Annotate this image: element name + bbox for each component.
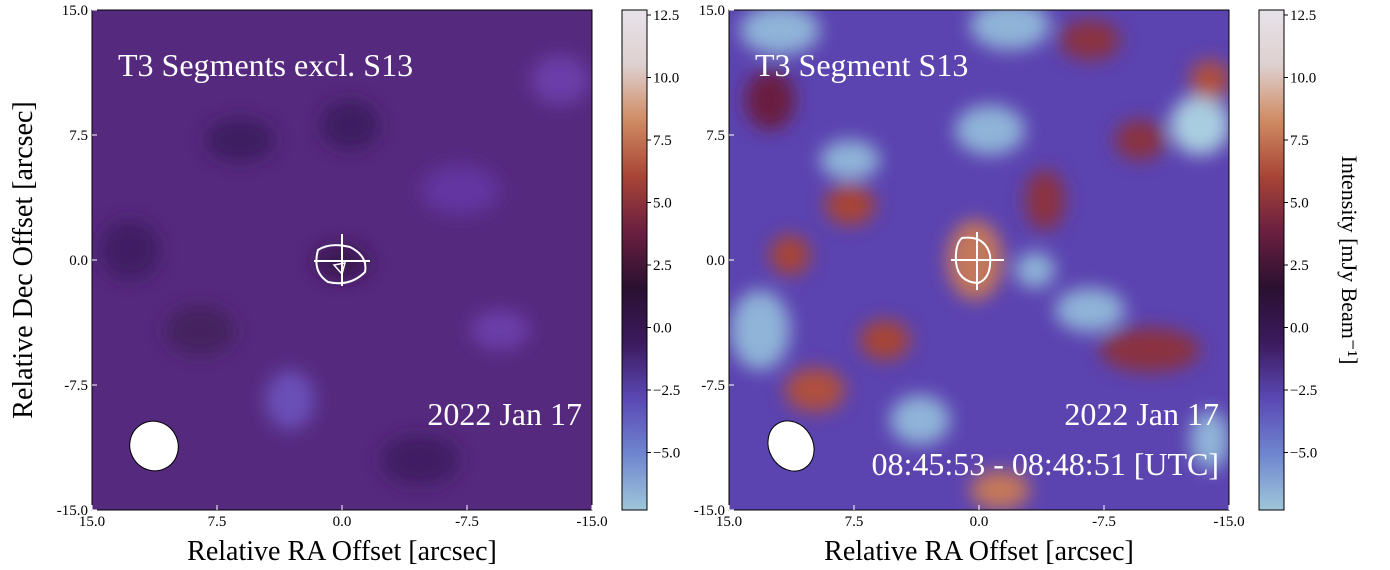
y-tick-label: 15.0: [699, 3, 725, 19]
colorbar-tick-label: 0.0: [1290, 321, 1309, 337]
colorbar-tick-label: 5.0: [1290, 196, 1309, 212]
panel-title: T3 Segments excl. S13: [118, 47, 413, 83]
y-tick-label: -15.0: [57, 503, 88, 519]
colorbar-tick-label: 7.5: [1290, 133, 1309, 149]
annotation: 2022 Jan 17: [1064, 396, 1219, 432]
y-tick-label: 7.5: [706, 128, 725, 144]
colorbar-tick-label: 0.0: [653, 321, 672, 337]
y-tick-label: 7.5: [69, 128, 88, 144]
y-tick-label: -7.5: [701, 378, 725, 394]
colorbar-tick-label: 2.5: [1290, 258, 1309, 274]
x-tick-label: 0.0: [970, 514, 989, 530]
colorbar-tick-label: −5.0: [653, 446, 680, 462]
colorbar-tick-label: 2.5: [653, 258, 672, 274]
x-tick-label: -15.0: [576, 514, 607, 530]
x-tick-label: -7.5: [455, 514, 479, 530]
beam: [767, 420, 815, 472]
source-marker: [314, 232, 1004, 290]
colorbar-tick-label: −2.5: [653, 383, 680, 399]
colorbar-label: Intensity [mJy Beam⁻¹]: [1337, 156, 1362, 365]
colorbar-tick-label: 5.0: [653, 196, 672, 212]
colorbar: [621, 9, 648, 511]
y-axis-label: Relative Dec Offset [arcsec]: [8, 101, 39, 418]
y-tick-label: -15.0: [694, 503, 725, 519]
colorbar-tick-label: 12.5: [1290, 8, 1316, 24]
x-tick-label: 15.0: [79, 514, 105, 530]
x-tick-label: 0.0: [333, 514, 352, 530]
colorbar-tick-label: 7.5: [653, 133, 672, 149]
x-axis-label: Relative RA Offset [arcsec]: [187, 536, 497, 567]
annotation: 08:45:53 - 08:48:51 [UTC]: [871, 446, 1219, 482]
y-tick-label: 15.0: [62, 3, 88, 19]
y-tick-label: -7.5: [64, 378, 88, 394]
colorbar-tick-label: 12.5: [653, 8, 679, 24]
colorbar-tick-label: −5.0: [1290, 446, 1317, 462]
colorbar-tick-label: −2.5: [1290, 383, 1317, 399]
y-tick-label: 0.0: [706, 253, 725, 269]
x-tick-label: 7.5: [845, 514, 864, 530]
x-axis-label: Relative RA Offset [arcsec]: [824, 536, 1134, 567]
colorbar: [1258, 9, 1285, 511]
x-tick-label: 15.0: [716, 514, 742, 530]
map-image: [92, 10, 592, 510]
colorbar-tick-label: 10.0: [653, 71, 679, 87]
beam: [129, 420, 179, 472]
x-tick-label: -15.0: [1213, 514, 1244, 530]
x-tick-label: -7.5: [1092, 514, 1116, 530]
panel-title: T3 Segment S13: [755, 47, 968, 83]
colorbar-tick-label: 10.0: [1290, 71, 1316, 87]
y-tick-label: 0.0: [69, 253, 88, 269]
annotation: 2022 Jan 17: [427, 396, 582, 432]
x-tick-label: 7.5: [208, 514, 227, 530]
